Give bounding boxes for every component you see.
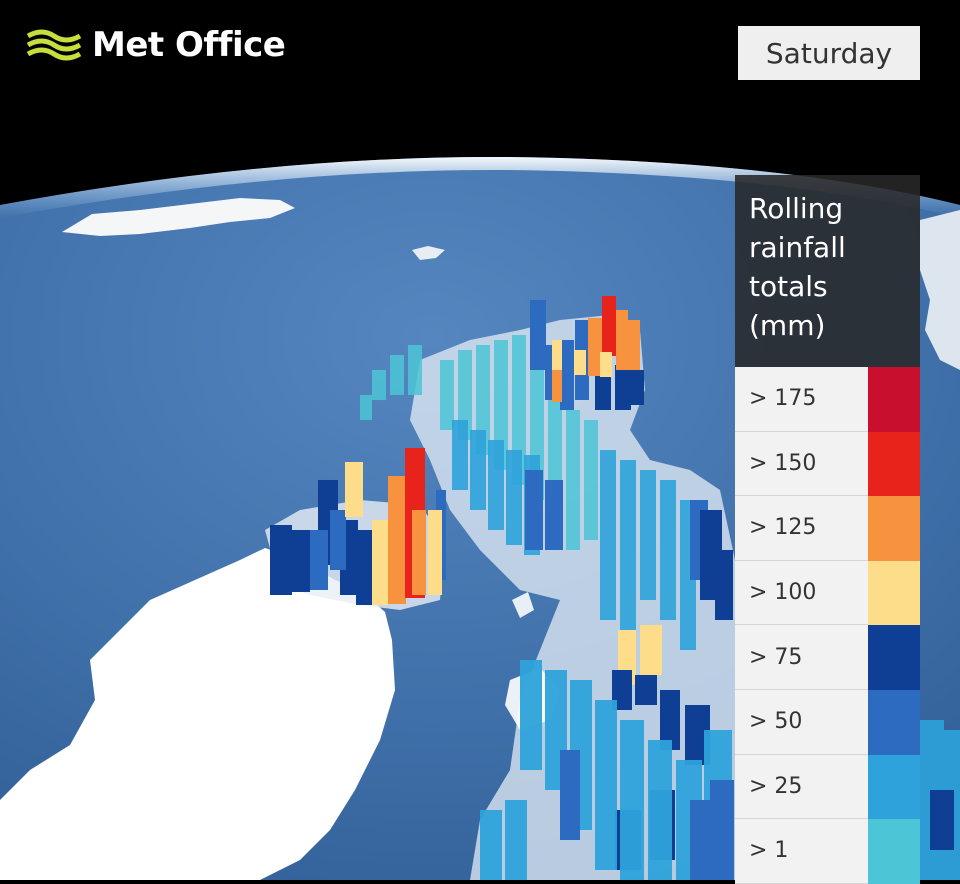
met-office-waves-icon [26, 29, 82, 61]
legend-title-line: Rolling [749, 192, 844, 225]
legend-item: > 50 [735, 689, 920, 755]
legend-swatch [868, 819, 920, 884]
legend-item-label: > 25 [735, 754, 868, 820]
isle-of-man [512, 592, 534, 618]
legend-swatch [868, 625, 920, 690]
legend-swatch [868, 431, 920, 497]
legend-item: > 125 [735, 496, 920, 561]
rainfall-columns [270, 296, 960, 880]
met-office-logo: Met Office [26, 22, 286, 68]
legend-swatch [868, 367, 920, 432]
legend-title-line: rainfall [749, 231, 846, 264]
iceland [62, 198, 295, 236]
faroe-islands [412, 246, 445, 260]
legend-swatch [868, 560, 920, 626]
legend-item: > 175 [735, 367, 920, 432]
legend-item-label: > 75 [735, 625, 868, 690]
legend-title-line: (mm) [749, 309, 826, 342]
legend-title: Rolling rainfall totals (mm) [735, 175, 920, 367]
legend-item-label: > 175 [735, 367, 868, 432]
norway-coast [920, 210, 960, 370]
rainfall-legend: Rolling rainfall totals (mm) > 175 > 150… [735, 175, 920, 884]
atmosphere-glow [0, 156, 960, 218]
brand-name: Met Office [92, 25, 286, 65]
legend-item: > 75 [735, 625, 920, 690]
ireland [0, 548, 395, 880]
legend-item-label: > 1 [735, 819, 868, 884]
legend-item-label: > 100 [735, 560, 868, 626]
legend-item: > 150 [735, 431, 920, 497]
legend-swatch [868, 689, 920, 755]
legend-item: > 1 [735, 819, 920, 884]
legend-item-label: > 150 [735, 431, 868, 497]
legend-swatch [868, 754, 920, 820]
legend-swatch [868, 496, 920, 561]
legend-item: > 100 [735, 560, 920, 626]
legend-item-label: > 50 [735, 689, 868, 755]
legend-item-label: > 125 [735, 496, 868, 561]
legend-title-line: totals [749, 270, 828, 303]
legend-item: > 25 [735, 754, 920, 820]
day-badge: Saturday [738, 26, 920, 80]
